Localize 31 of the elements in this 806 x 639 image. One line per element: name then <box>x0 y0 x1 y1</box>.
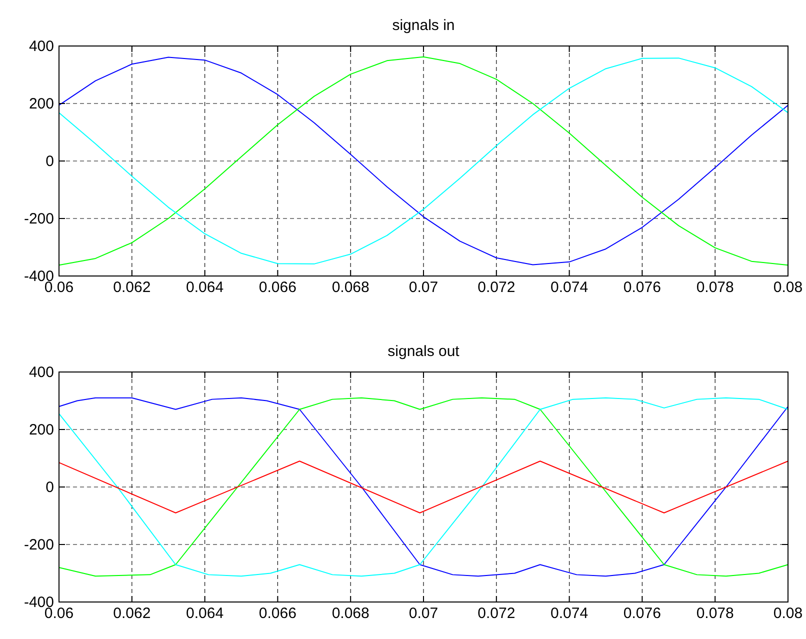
x-tick-label: 0.078 <box>696 605 734 622</box>
x-tick-label: 0.07 <box>408 605 438 622</box>
x-tick-label: 0.064 <box>186 605 224 622</box>
x-tick-label: 0.074 <box>550 279 588 296</box>
y-tick-label: -200 <box>24 210 54 228</box>
x-tick-label: 0.072 <box>478 279 516 296</box>
x-tick-label: 0.076 <box>623 605 661 622</box>
y-tick-label: 0 <box>46 479 54 496</box>
x-tick-label: 0.078 <box>696 279 734 296</box>
y-tick-label: 400 <box>28 38 54 55</box>
x-tick-label: 0.062 <box>113 279 151 296</box>
chart-title: signals out <box>388 343 460 360</box>
y-tick-label: -200 <box>24 536 54 554</box>
x-tick-label: 0.068 <box>332 605 370 622</box>
x-tick-label: 0.07 <box>408 279 438 296</box>
x-tick-label: 0.062 <box>113 605 151 622</box>
x-tick-label: 0.068 <box>332 279 370 296</box>
x-tick-label: 0.08 <box>773 605 803 622</box>
chart-title: signals in <box>392 17 455 34</box>
x-tick-label: 0.066 <box>258 605 296 622</box>
x-tick-label: 0.066 <box>258 279 296 296</box>
y-tick-label: 400 <box>28 364 54 381</box>
y-tick-label: 200 <box>28 422 54 438</box>
x-tick-label: 0.08 <box>773 279 803 296</box>
y-tick-label: 200 <box>28 96 54 112</box>
x-tick-label: 0.072 <box>478 605 516 622</box>
x-tick-label: 0.076 <box>623 279 661 296</box>
line-series <box>58 397 788 577</box>
x-tick-label: 0.064 <box>186 279 224 296</box>
x-tick-label: 0.074 <box>550 605 588 622</box>
y-tick-label: 0 <box>46 153 54 170</box>
